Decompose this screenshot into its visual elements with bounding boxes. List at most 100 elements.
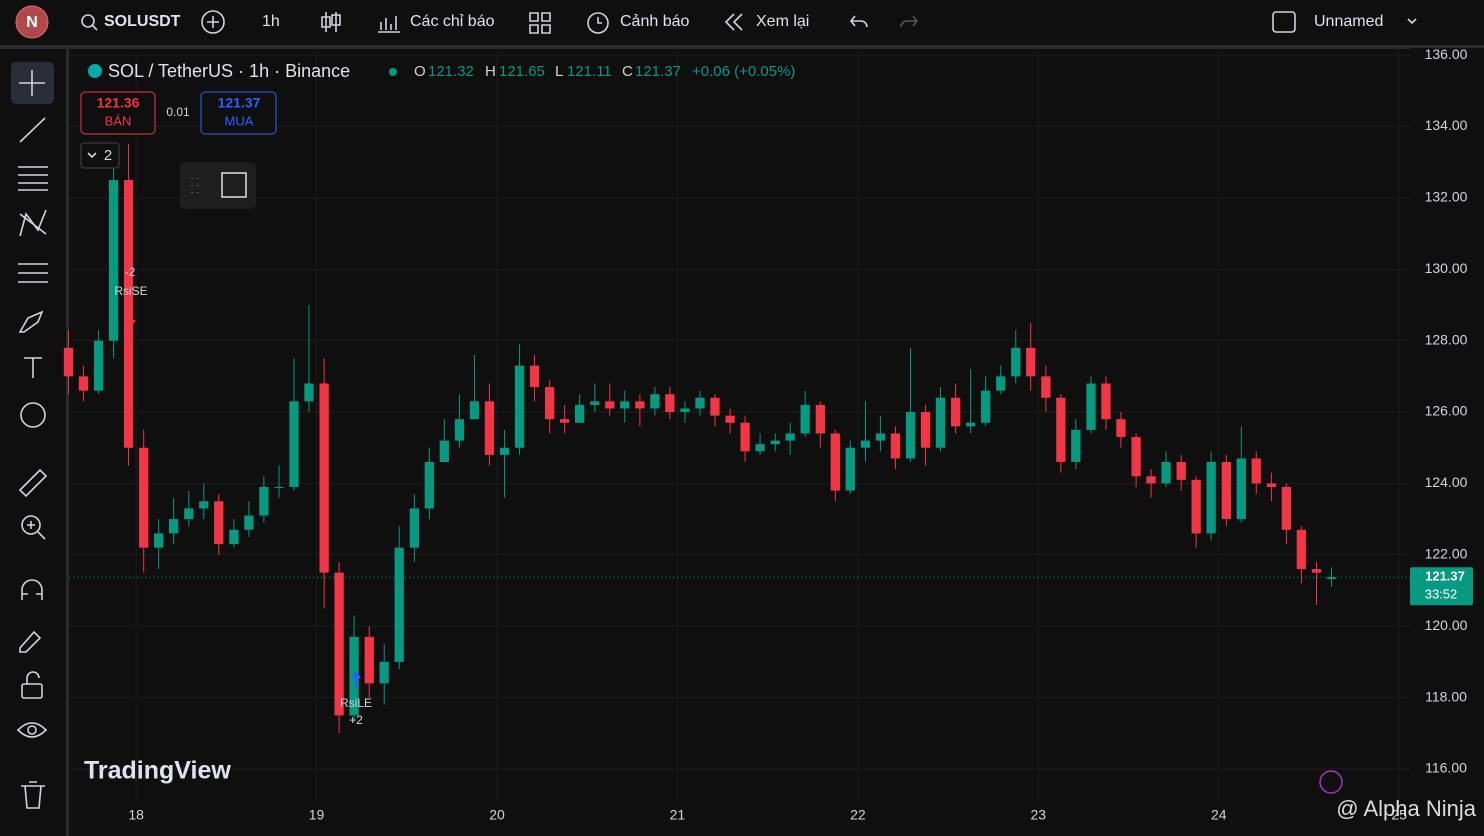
top-divider (0, 45, 1484, 49)
delete-tool[interactable] (21, 781, 45, 809)
candle-body (920, 412, 931, 448)
candle-body (184, 508, 194, 520)
templates-icon[interactable] (529, 12, 551, 34)
candle-body (1056, 397, 1066, 463)
sell-button[interactable] (80, 91, 156, 135)
candle-body (169, 519, 179, 534)
candle-body (725, 415, 735, 423)
alert-icon (587, 12, 609, 34)
candle-body (755, 444, 765, 452)
brush-tool[interactable] (18, 310, 44, 333)
emoji-tool[interactable] (20, 402, 46, 428)
x-tick-label: 24 (1211, 807, 1227, 823)
candle-body (665, 394, 675, 413)
candle-body (635, 401, 645, 409)
candle-body (1311, 569, 1322, 573)
candle-body (845, 447, 855, 491)
candle-body (334, 572, 344, 716)
candle-body (1296, 529, 1307, 570)
candle-body (154, 533, 164, 548)
buy-label: MUA (225, 113, 254, 128)
candle-body (605, 401, 615, 409)
layout-dropdown[interactable] (1407, 18, 1417, 25)
zoom-tool[interactable] (21, 515, 41, 535)
candle-body (590, 401, 600, 405)
pattern-tool[interactable] (19, 209, 47, 237)
trend-line-tool[interactable] (19, 117, 46, 143)
symbol[interactable]: SOLUSDT (104, 13, 181, 30)
candle-body (830, 433, 840, 491)
drag-handle[interactable] (191, 178, 199, 193)
candle-body (529, 365, 540, 388)
candle-body (1281, 486, 1292, 530)
replay[interactable]: Xem lại (756, 13, 809, 30)
select-rect[interactable] (221, 172, 247, 198)
interval[interactable]: 1h (262, 13, 280, 30)
y-tick-label: 118.00 (1425, 688, 1467, 704)
indicators[interactable]: Các chỉ báo (410, 13, 495, 30)
price-axis (1410, 48, 1484, 800)
alerts[interactable]: Cảnh báo (620, 13, 689, 30)
candle-body (93, 340, 104, 391)
candle-body (890, 433, 901, 459)
candle-body (1101, 383, 1111, 420)
cursor-icon (19, 70, 45, 96)
candle-body (199, 501, 209, 509)
indicators-icon (378, 16, 400, 33)
candle-body (710, 397, 720, 416)
candle-body (1206, 462, 1216, 534)
candle-body (770, 440, 780, 445)
text-tool[interactable] (24, 357, 42, 378)
fib-tool[interactable] (18, 166, 48, 191)
candle-body (364, 636, 374, 684)
hide-tool[interactable] (16, 722, 48, 738)
candle-body (875, 433, 886, 441)
replay-icon (724, 13, 743, 31)
legend-low: 121.11 (567, 63, 612, 80)
candle-body (620, 401, 630, 409)
prediction-tool[interactable] (18, 263, 48, 283)
y-tick-label: 134.00 (1425, 117, 1468, 133)
legend-low-label: L (555, 63, 563, 80)
candle-body (63, 347, 74, 377)
top-bar (0, 0, 1484, 46)
lightning-icon[interactable] (1319, 770, 1343, 794)
layers-toggle[interactable] (80, 142, 120, 169)
zoom-icon (27, 521, 46, 540)
layout-name[interactable]: Unnamed (1314, 13, 1383, 30)
layers-chevron (87, 152, 97, 159)
x-tick-label: 21 (670, 807, 686, 823)
short-name: RsiSE (114, 284, 147, 298)
add-icon (207, 16, 219, 28)
add-symbol[interactable] (201, 10, 225, 34)
candle-body (469, 401, 480, 420)
avatar[interactable] (15, 5, 49, 39)
chart-type-icon[interactable] (321, 12, 341, 32)
y-tick-label: 120.00 (1425, 617, 1468, 633)
y-tick-label: 116.00 (1425, 760, 1467, 776)
legend-open: 121.32 (428, 63, 474, 80)
candle-body (996, 376, 1006, 391)
candle-body (545, 387, 555, 420)
candle-body (1131, 437, 1141, 477)
y-tick-label: 124.00 (1425, 474, 1468, 490)
y-tick-label: 136.00 (1425, 46, 1468, 62)
magnet-tool[interactable] (21, 579, 43, 600)
stay-drawing[interactable] (19, 630, 42, 653)
candle-body (574, 404, 585, 423)
ruler-tool[interactable] (18, 468, 48, 498)
legend-change: +0.06 (+0.05%) (692, 63, 795, 80)
candle-body (214, 501, 224, 545)
candle-body (785, 433, 795, 441)
candle-body (424, 462, 434, 509)
undo[interactable] (849, 15, 868, 28)
tradingview-logo: TradingView (84, 757, 231, 785)
lock-tool[interactable] (21, 683, 43, 699)
candle-body (439, 440, 449, 463)
redo[interactable] (900, 15, 919, 28)
candle-body (1146, 476, 1156, 484)
search-icon (91, 24, 98, 31)
y-tick-label: 128.00 (1425, 331, 1468, 347)
legend-high: 121.65 (499, 63, 545, 80)
buy-button[interactable] (200, 91, 277, 135)
